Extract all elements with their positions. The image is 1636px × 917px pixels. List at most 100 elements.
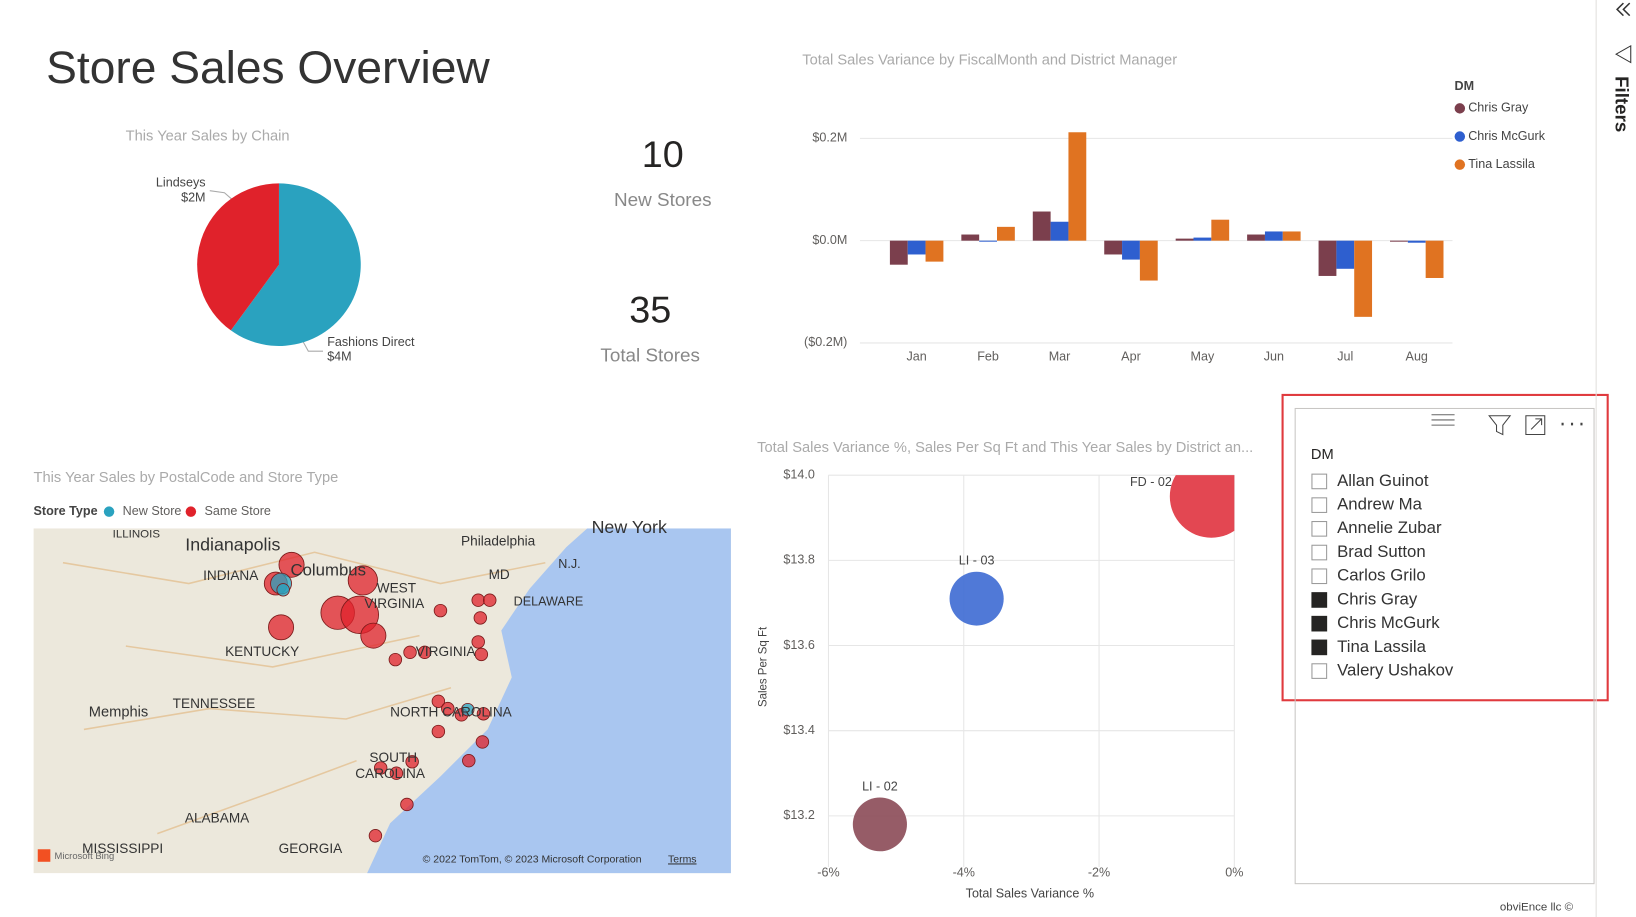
bar bbox=[979, 240, 998, 242]
slicer-item-label[interactable]: Chris McGurk bbox=[1337, 613, 1440, 632]
map-title: This Year Sales by PostalCode and Store … bbox=[34, 470, 339, 486]
bar bbox=[1193, 237, 1212, 241]
x-tick-label: Aug bbox=[1406, 350, 1428, 364]
bar bbox=[1032, 211, 1051, 241]
filters-icon[interactable] bbox=[1615, 44, 1632, 64]
checkbox[interactable] bbox=[1311, 497, 1328, 513]
map-sea bbox=[367, 528, 731, 874]
pie-value-label: $4M bbox=[327, 350, 351, 364]
legend-label: Same Store bbox=[204, 504, 270, 518]
x-tick-label: -2% bbox=[1088, 866, 1110, 880]
x-tick-label: 0% bbox=[1225, 866, 1243, 880]
slicer-item-label[interactable]: Valery Ushakov bbox=[1337, 661, 1454, 680]
y-tick-label: ($0.2M) bbox=[804, 335, 847, 349]
map-bubble bbox=[474, 647, 489, 662]
map-bubble bbox=[388, 652, 403, 667]
map[interactable] bbox=[33, 528, 731, 874]
slicer-item-label[interactable]: Andrew Ma bbox=[1337, 495, 1423, 514]
map-bubble bbox=[360, 622, 387, 649]
bar bbox=[1247, 234, 1265, 241]
pie-slice bbox=[230, 183, 361, 346]
slicer-item-label[interactable]: Carlos Grilo bbox=[1337, 566, 1426, 585]
pie-leader bbox=[301, 339, 324, 352]
legend-title: DM bbox=[1455, 79, 1475, 93]
checkbox[interactable] bbox=[1311, 592, 1328, 608]
footer: obviEnce llc © bbox=[1500, 902, 1574, 914]
checkbox[interactable] bbox=[1311, 639, 1328, 656]
slicer-item-label[interactable]: Annelie Zubar bbox=[1337, 518, 1442, 537]
map-place-label: ALABAMA bbox=[185, 811, 250, 826]
bubble bbox=[852, 797, 907, 852]
map-place-label: VIRGINIA bbox=[364, 596, 425, 611]
bar bbox=[1175, 238, 1194, 241]
focus-mode-icon[interactable] bbox=[1525, 415, 1546, 436]
map-place-label: Columbus bbox=[290, 560, 366, 579]
selection-highlight bbox=[1281, 393, 1609, 702]
x-tick-label: -6% bbox=[817, 866, 839, 880]
y-tick-label: $0.0M bbox=[812, 233, 847, 247]
x-tick-label: Jul bbox=[1337, 350, 1353, 364]
bubble bbox=[1169, 475, 1235, 538]
checkbox[interactable] bbox=[1311, 473, 1328, 490]
legend-marker bbox=[1454, 159, 1466, 170]
card-value: 35 bbox=[629, 289, 671, 331]
slicer-item-label[interactable]: Allan Guinot bbox=[1337, 471, 1429, 490]
pie-slice bbox=[197, 183, 279, 331]
bar bbox=[1050, 221, 1069, 241]
slicer-item-label[interactable]: Chris Gray bbox=[1337, 589, 1418, 608]
bar bbox=[1425, 240, 1444, 278]
slicer-title: DM bbox=[1311, 447, 1334, 463]
x-tick-label: Mar bbox=[1049, 350, 1071, 364]
legend-marker bbox=[185, 506, 197, 517]
map-bubble bbox=[276, 583, 290, 597]
bubble-label: LI - 02 bbox=[862, 779, 898, 793]
y-tick-label: $0.2M bbox=[812, 131, 847, 145]
map-bubble bbox=[368, 829, 383, 843]
map-bubble bbox=[373, 761, 388, 775]
map-bubble bbox=[471, 593, 485, 607]
collapse-icon[interactable] bbox=[1616, 2, 1631, 17]
filters-pane-label[interactable]: Filters bbox=[1611, 76, 1632, 132]
slicer-item-label[interactable]: Brad Sutton bbox=[1337, 542, 1426, 561]
chart-title: Total Sales Variance %, Sales Per Sq Ft … bbox=[757, 440, 1253, 456]
map-bubble bbox=[347, 565, 378, 596]
map-bubble bbox=[431, 724, 446, 739]
map-place-label: CAROLINA bbox=[355, 766, 426, 781]
map-place-label: Philadelphia bbox=[461, 533, 536, 548]
x-tick-label: Apr bbox=[1121, 350, 1141, 364]
map-legend-title: Store Type bbox=[34, 504, 98, 518]
checkbox[interactable] bbox=[1311, 663, 1328, 679]
legend-label: Tina Lassila bbox=[1468, 157, 1535, 171]
map-place-label: TENNESSEE bbox=[173, 696, 256, 711]
map-place-label: Memphis bbox=[89, 705, 149, 721]
slicer-item-label[interactable]: Tina Lassila bbox=[1337, 637, 1427, 656]
map-bubble bbox=[278, 551, 305, 578]
legend-label: Chris McGurk bbox=[1468, 129, 1546, 143]
bar bbox=[961, 234, 980, 241]
filter-icon[interactable] bbox=[1488, 415, 1512, 436]
checkbox[interactable] bbox=[1311, 521, 1328, 537]
slicer-list: Allan Guinot Andrew Ma Annelie Zubar Brad S… bbox=[1311, 471, 1454, 680]
map-place-label: NORTH CAROLINA bbox=[390, 704, 513, 719]
x-tick-label: Jun bbox=[1264, 350, 1284, 364]
map-place-label: ILLINOIS bbox=[113, 529, 161, 541]
x-axis-title: Total Sales Variance % bbox=[966, 886, 1094, 900]
checkbox[interactable] bbox=[1311, 568, 1328, 585]
map-bubble bbox=[405, 755, 419, 769]
drag-handle[interactable] bbox=[1431, 414, 1455, 426]
map-place-label: New York bbox=[592, 517, 667, 537]
bubble-label: FD - 02 bbox=[1130, 475, 1172, 489]
map-bubble bbox=[268, 614, 295, 641]
map-place-label: VIRGINIA bbox=[416, 644, 477, 659]
bing-logo bbox=[37, 849, 51, 862]
checkbox[interactable] bbox=[1311, 544, 1328, 561]
y-axis-title: Sales Per Sq Ft bbox=[757, 626, 769, 707]
map-bubble bbox=[475, 735, 490, 749]
checkbox[interactable] bbox=[1311, 615, 1328, 632]
map-terms[interactable]: Terms bbox=[668, 854, 697, 865]
bar bbox=[1390, 240, 1408, 242]
map-place-label: Indianapolis bbox=[185, 535, 280, 555]
legend-label: New Store bbox=[123, 504, 182, 518]
